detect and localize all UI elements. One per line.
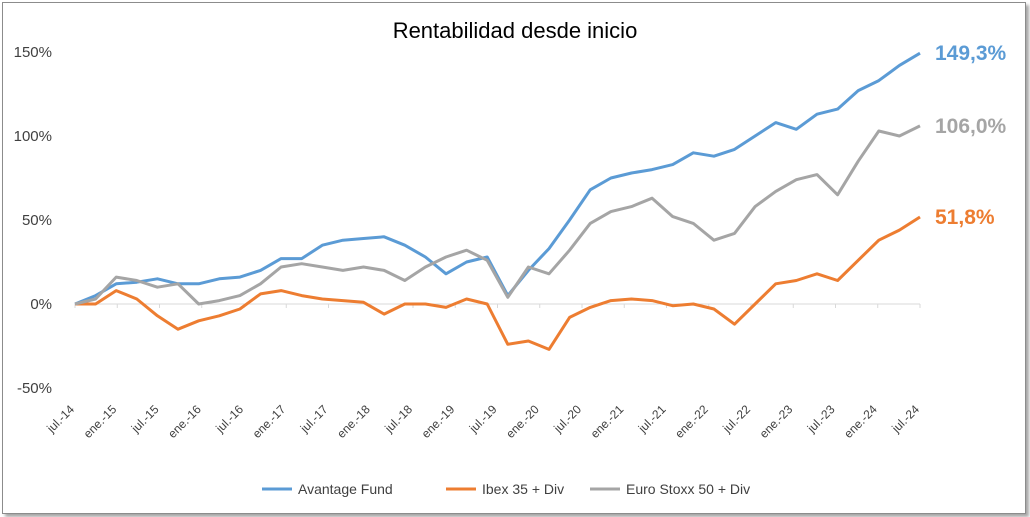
x-tick-label: ene.-15 [81,402,120,441]
y-tick-label: 100% [14,128,52,145]
x-tick-label: ene.-20 [503,402,542,441]
y-axis: 150% 100% 50% 0% -50% [14,44,52,397]
x-tick-label: jul.-16 [212,402,246,436]
x-axis: jul.-14 ene.-15 jul.-15 ene.-16 jul.-16 ene.-… [43,304,922,441]
x-tick-label: jul.-15 [128,402,162,436]
x-tick-label: jul.-20 [550,402,584,436]
series-lines [74,51,921,351]
legend-label: Euro Stoxx 50 + Div [626,481,750,497]
x-tick-label: jul.-21 [635,402,669,436]
end-labels: 149,3% 106,0% 51,8% [935,42,1007,229]
x-tick-label: ene.-22 [672,402,711,441]
chart-title: Rentabilidad desde inicio [393,18,638,43]
end-value-label: 149,3% [935,42,1007,65]
x-tick-label: ene.-24 [841,402,880,441]
x-tick-label: jul.-24 [888,402,922,436]
y-tick-label: 50% [22,212,52,229]
x-tick-label: jul.-14 [43,402,77,436]
x-tick-label: jul.-23 [804,402,838,436]
series-line [75,215,921,351]
series-line [74,51,921,306]
legend-label: Ibex 35 + Div [482,481,564,497]
x-tick-label: jul.-17 [297,402,331,436]
x-tick-label: ene.-23 [757,402,796,441]
x-tick-label: ene.-21 [588,402,627,441]
series-line [74,124,921,306]
x-tick-label: jul.-22 [719,402,753,436]
y-tick-label: -50% [17,380,52,397]
x-tick-label: jul.-18 [381,402,415,436]
legend: Avantage Fund Ibex 35 + Div Euro Stoxx 50 … [262,481,750,497]
x-tick-label: ene.-16 [165,402,204,441]
end-value-label: 51,8% [935,206,995,229]
x-tick-label: ene.-17 [250,402,289,441]
y-tick-label: 150% [14,44,52,61]
x-tick-label: ene.-18 [334,402,373,441]
x-tick-label: ene.-19 [419,402,458,441]
end-value-label: 106,0% [935,115,1007,138]
y-tick-label: 0% [30,296,52,313]
x-tick-label: jul.-19 [466,402,500,436]
legend-label: Avantage Fund [298,481,393,497]
